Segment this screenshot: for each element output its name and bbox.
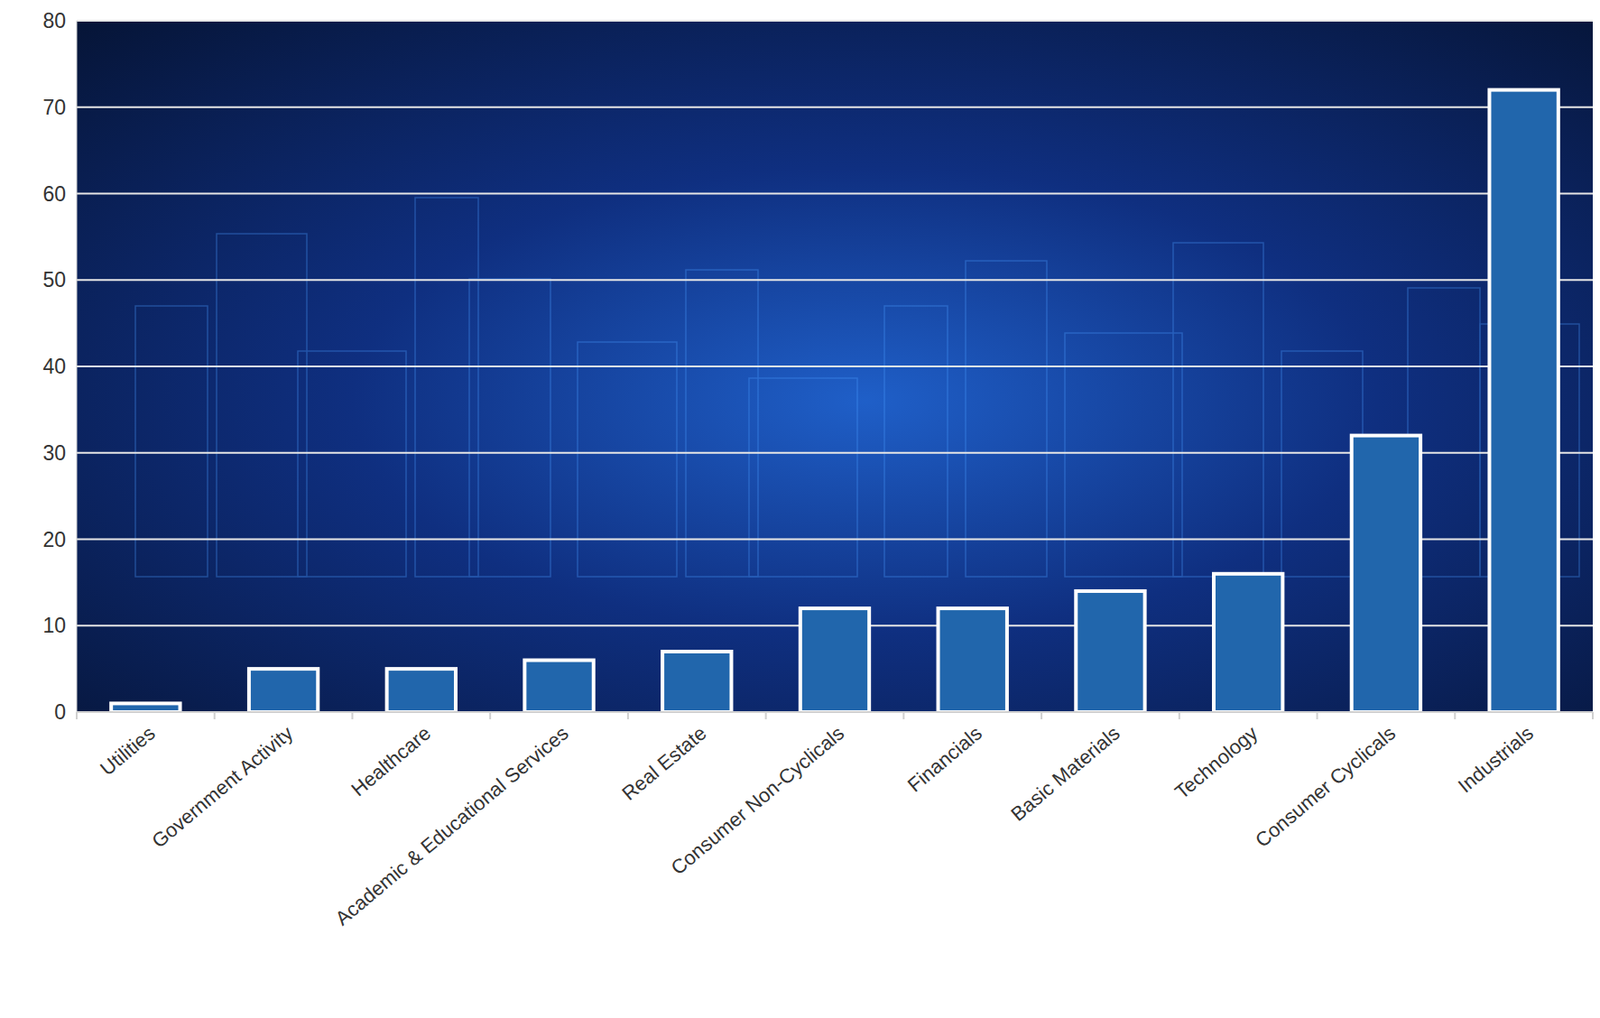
plot-background [76, 20, 1593, 713]
x-tick-mark [1040, 712, 1043, 720]
chart-svg: 0 10 20 30 40 50 60 70 80 UtilitiesGovernment Act… [0, 0, 1600, 1018]
skyline-building [685, 269, 759, 577]
x-tick-mark [489, 712, 491, 720]
grid-line [76, 193, 1593, 195]
x-tick-mark [1178, 712, 1181, 720]
bar [662, 651, 731, 713]
grid-line [76, 278, 1593, 281]
x-tick-label: Industrials [1453, 721, 1538, 798]
skyline-building [749, 378, 858, 577]
bar [938, 608, 1008, 713]
skyline-building [1173, 242, 1264, 577]
x-tick-label: Technology [1170, 721, 1262, 805]
bars [110, 90, 1559, 713]
bar [387, 668, 456, 713]
skyline-building [135, 305, 208, 577]
x-tick-label: Academic & Educational Services [331, 721, 574, 931]
grid-line [76, 365, 1593, 368]
x-tick-mark [1453, 712, 1456, 720]
x-tick-label: Government Activity [147, 721, 297, 853]
bar [1075, 591, 1145, 713]
skyline-building [469, 278, 551, 577]
grid-line [76, 106, 1593, 109]
y-tick-label: 70 [42, 95, 66, 120]
x-tick-mark [1316, 712, 1319, 720]
y-tick-label: 20 [42, 527, 66, 552]
bar [524, 660, 593, 713]
y-tick-label: 80 [42, 9, 66, 33]
y-tick-label: 30 [42, 441, 66, 465]
bar [1213, 573, 1283, 713]
y-tick-label: 0 [54, 700, 66, 724]
chart: 0 10 20 30 40 50 60 70 80 UtilitiesGovernment Act… [0, 0, 1600, 1018]
y-tick-label: 50 [42, 268, 66, 292]
y-tick-label: 10 [42, 613, 66, 638]
bar [1351, 435, 1421, 713]
y-tick-label: 60 [42, 182, 66, 206]
x-tick-label: Consumer Non-Cyclicals [666, 721, 850, 880]
x-tick-label: Real Estate [617, 721, 711, 805]
x-tick-label: Basic Materials [1006, 721, 1124, 826]
x-tick-mark [75, 712, 78, 720]
bar [110, 702, 180, 713]
x-tick-mark [351, 712, 353, 720]
skyline-building [297, 351, 407, 577]
x-tick-mark [765, 712, 768, 720]
x-tick-label: Financials [903, 721, 987, 797]
skyline-building [965, 260, 1047, 577]
x-tick-mark [902, 712, 905, 720]
bar [1489, 90, 1558, 713]
bar [249, 668, 318, 713]
x-axis-line [76, 711, 1593, 713]
x-tick-mark [213, 712, 216, 720]
y-axis-line [76, 20, 78, 713]
x-tick-mark [1591, 712, 1594, 720]
x-tick-mark [627, 712, 629, 720]
skyline-building [216, 233, 307, 577]
skyline-building [884, 305, 948, 577]
y-tick-label: 40 [42, 354, 66, 379]
skyline-building [577, 342, 677, 577]
bar [800, 608, 870, 713]
grid-line [76, 19, 1593, 22]
x-tick-label: Consumer Cyclicals [1250, 721, 1400, 852]
x-tick-label: Healthcare [346, 721, 435, 802]
x-tick-label: Utilities [95, 721, 159, 781]
